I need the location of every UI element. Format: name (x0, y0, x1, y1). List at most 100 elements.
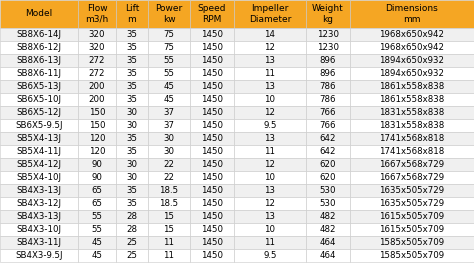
Text: 45: 45 (164, 82, 174, 91)
Bar (148, 210, 190, 223)
Text: 464: 464 (320, 238, 336, 247)
Text: 464: 464 (320, 251, 336, 260)
Bar (78, 184, 116, 197)
Text: 766: 766 (320, 121, 336, 130)
Text: 25: 25 (127, 238, 137, 247)
Bar (78, 171, 116, 184)
Bar (234, 28, 306, 41)
Bar (190, 28, 234, 41)
Text: 530: 530 (320, 199, 336, 208)
Text: 1450: 1450 (201, 251, 223, 260)
Bar (350, 0, 474, 28)
Bar (306, 223, 350, 236)
Bar (116, 80, 148, 93)
Bar (78, 106, 116, 119)
Text: 35: 35 (127, 43, 137, 52)
Text: 642: 642 (320, 134, 336, 143)
Bar (116, 106, 148, 119)
Text: 1450: 1450 (201, 199, 223, 208)
Text: 1450: 1450 (201, 95, 223, 104)
Bar (234, 210, 306, 223)
Bar (306, 236, 350, 249)
Bar (148, 93, 190, 106)
Text: 1450: 1450 (201, 212, 223, 221)
Bar (78, 145, 116, 158)
Bar (148, 197, 190, 210)
Text: 1894x650x932: 1894x650x932 (380, 56, 445, 65)
Text: SB5X4-12J: SB5X4-12J (17, 160, 62, 169)
Bar (116, 119, 148, 132)
Bar (234, 54, 306, 67)
Text: 45: 45 (91, 251, 102, 260)
Bar (190, 41, 234, 54)
Bar (234, 184, 306, 197)
Text: 28: 28 (127, 225, 137, 234)
Text: SB6X5-13J: SB6X5-13J (17, 82, 62, 91)
Bar (234, 119, 306, 132)
Bar (234, 197, 306, 210)
Bar (78, 80, 116, 93)
Bar (78, 28, 116, 41)
Bar (234, 171, 306, 184)
Text: 200: 200 (89, 95, 105, 104)
Bar (116, 249, 148, 262)
Text: 22: 22 (164, 160, 174, 169)
Text: 786: 786 (320, 82, 336, 91)
Text: 37: 37 (164, 108, 174, 117)
Text: SB6X5-10J: SB6X5-10J (17, 95, 62, 104)
Text: 90: 90 (91, 160, 102, 169)
Bar (350, 158, 474, 171)
Bar (148, 106, 190, 119)
Text: 1894x650x932: 1894x650x932 (380, 69, 445, 78)
Text: 1585x505x709: 1585x505x709 (380, 238, 445, 247)
Text: 1450: 1450 (201, 108, 223, 117)
Bar (306, 197, 350, 210)
Bar (350, 28, 474, 41)
Text: 22: 22 (164, 173, 174, 182)
Bar (78, 249, 116, 262)
Bar (148, 249, 190, 262)
Bar (306, 184, 350, 197)
Text: 120: 120 (89, 147, 105, 156)
Text: SB8X6-14J: SB8X6-14J (17, 30, 62, 39)
Bar (234, 132, 306, 145)
Text: 75: 75 (164, 43, 174, 52)
Bar (78, 223, 116, 236)
Text: 620: 620 (320, 173, 336, 182)
Text: 642: 642 (320, 147, 336, 156)
Bar (234, 41, 306, 54)
Text: 11: 11 (264, 147, 275, 156)
Bar (306, 158, 350, 171)
Bar (190, 80, 234, 93)
Text: 1230: 1230 (317, 30, 339, 39)
Text: 620: 620 (320, 160, 336, 169)
Text: 1450: 1450 (201, 147, 223, 156)
Text: 320: 320 (89, 30, 105, 39)
Text: 13: 13 (264, 56, 275, 65)
Bar (190, 184, 234, 197)
Text: Dimensions
mm: Dimensions mm (386, 4, 438, 24)
Bar (148, 132, 190, 145)
Bar (78, 41, 116, 54)
Bar (234, 80, 306, 93)
Text: 1861x558x838: 1861x558x838 (379, 95, 445, 104)
Text: 150: 150 (89, 108, 105, 117)
Bar (148, 0, 190, 28)
Text: 320: 320 (89, 43, 105, 52)
Text: 30: 30 (127, 108, 137, 117)
Bar (350, 119, 474, 132)
Text: Lift
m: Lift m (125, 4, 139, 24)
Bar (148, 54, 190, 67)
Text: 30: 30 (127, 160, 137, 169)
Text: 35: 35 (127, 69, 137, 78)
Bar (350, 223, 474, 236)
Bar (350, 197, 474, 210)
Bar (350, 184, 474, 197)
Text: 90: 90 (91, 173, 102, 182)
Bar (234, 67, 306, 80)
Bar (0, 106, 78, 119)
Bar (350, 93, 474, 106)
Bar (306, 145, 350, 158)
Text: 1831x558x838: 1831x558x838 (379, 121, 445, 130)
Text: 45: 45 (91, 238, 102, 247)
